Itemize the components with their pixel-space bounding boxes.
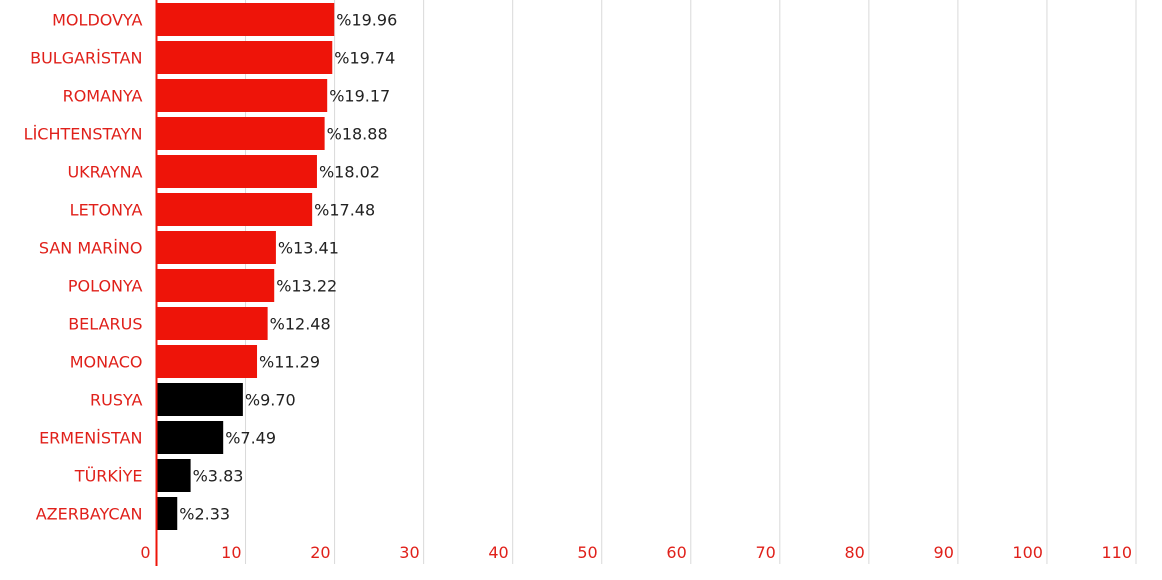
category-label: BELARUS xyxy=(68,315,142,334)
bar xyxy=(156,269,275,302)
data-label: %3.83 xyxy=(193,467,244,486)
category-label: LETONYA xyxy=(70,201,143,220)
data-label: %19.74 xyxy=(334,49,395,68)
bar xyxy=(156,307,268,340)
data-label: %13.22 xyxy=(276,277,337,296)
category-labels: MOLDOVYA BULGARİSTAN ROMANYA LİCHTENSTAYN UK… xyxy=(24,11,143,524)
bar xyxy=(156,117,325,150)
x-tick-label: 0 xyxy=(140,543,150,562)
x-tick-labels: 0 10 20 30 40 50 60 70 80 90 100 110 xyxy=(140,543,1132,562)
data-label: %12.48 xyxy=(270,315,331,334)
grid-lines xyxy=(245,0,1137,564)
x-tick-label: 110 xyxy=(1101,543,1132,562)
data-label: %18.88 xyxy=(327,125,388,144)
x-tick-label: 20 xyxy=(310,543,330,562)
x-tick-label: 50 xyxy=(577,543,597,562)
category-label: ROMANYA xyxy=(63,87,143,106)
category-label: LİCHTENSTAYN xyxy=(24,125,143,144)
bar xyxy=(156,155,317,188)
bar xyxy=(156,497,178,530)
data-label: %19.96 xyxy=(336,11,397,30)
category-label: RUSYA xyxy=(90,391,143,410)
bar xyxy=(156,3,335,36)
category-label: AZERBAYCAN xyxy=(36,505,143,524)
category-label: TÜRKİYE xyxy=(74,467,143,486)
data-label: %17.48 xyxy=(314,201,375,220)
bar xyxy=(156,421,224,454)
bar xyxy=(156,459,191,492)
data-label: %11.29 xyxy=(259,353,320,372)
x-tick-label: 10 xyxy=(221,543,241,562)
bar xyxy=(156,345,258,378)
bar xyxy=(156,41,333,74)
bar xyxy=(156,79,328,112)
category-label: MONACO xyxy=(70,353,143,372)
x-tick-label: 40 xyxy=(488,543,508,562)
value-labels: %19.96 %19.74 %19.17 %18.88 %18.02 %17.48 %13.… xyxy=(179,11,397,524)
x-tick-label: 90 xyxy=(934,543,954,562)
bar xyxy=(156,383,243,416)
category-label: POLONYA xyxy=(68,277,143,296)
category-label: BULGARİSTAN xyxy=(30,49,142,68)
bars xyxy=(156,3,335,530)
data-label: %7.49 xyxy=(225,429,276,448)
data-label: %18.02 xyxy=(319,163,380,182)
data-label: %2.33 xyxy=(179,505,230,524)
data-label: %19.17 xyxy=(329,87,390,106)
x-tick-label: 100 xyxy=(1012,543,1043,562)
bar xyxy=(156,231,276,264)
x-tick-label: 60 xyxy=(666,543,686,562)
bar xyxy=(156,193,313,226)
x-tick-label: 70 xyxy=(755,543,775,562)
category-label: UKRAYNA xyxy=(67,163,142,182)
data-label: %13.41 xyxy=(278,239,339,258)
category-label: MOLDOVYA xyxy=(52,11,142,30)
x-tick-label: 80 xyxy=(845,543,865,562)
category-label: ERMENİSTAN xyxy=(39,429,142,448)
data-label: %9.70 xyxy=(245,391,296,410)
x-tick-label: 30 xyxy=(399,543,419,562)
category-label: SAN MARİNO xyxy=(39,239,143,258)
